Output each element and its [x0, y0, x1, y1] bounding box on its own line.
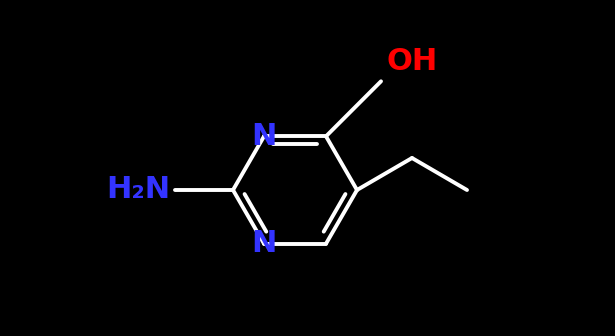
Text: N: N: [252, 229, 277, 258]
Text: OH: OH: [386, 47, 437, 76]
Text: H₂N: H₂N: [106, 175, 170, 205]
Text: N: N: [252, 122, 277, 151]
